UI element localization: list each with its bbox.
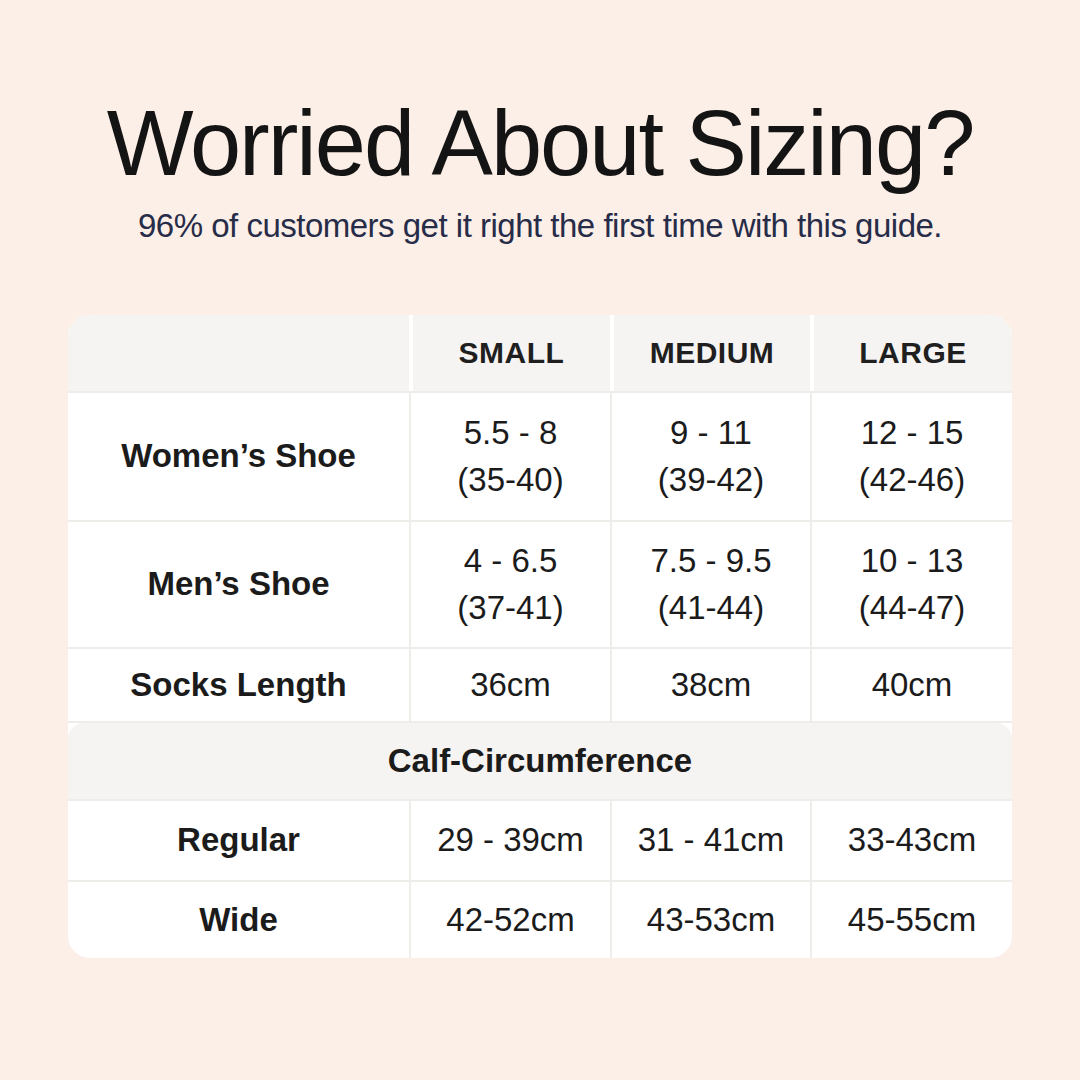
cell-socks-small: 36cm [409, 649, 610, 721]
page-title: Worried About Sizing? [0, 97, 1080, 189]
table-row-regular: Regular 29 - 39cm 31 - 41cm 33-43cm [68, 801, 1012, 882]
cell-regular-medium: 31 - 41cm [610, 801, 810, 880]
page-subtitle: 96% of customers get it right the first … [0, 206, 1080, 246]
row-label: Regular [68, 801, 409, 880]
cell-wide-medium: 43-53cm [610, 882, 810, 958]
cell-mens-small: 4 - 6.5 (37-41) [409, 522, 610, 647]
cell-socks-medium: 38cm [610, 649, 810, 721]
value-line1: 10 - 13 [861, 538, 964, 585]
cell-socks-large: 40cm [810, 649, 1012, 721]
value-line2: (37-41) [457, 585, 563, 632]
cell-womens-large: 12 - 15 (42-46) [810, 393, 1012, 520]
cell-mens-medium: 7.5 - 9.5 (41-44) [610, 522, 810, 647]
sizing-table: SMALL MEDIUM LARGE Women’s Shoe 5.5 - 8 … [68, 315, 1012, 958]
table-row-womens-shoe: Women’s Shoe 5.5 - 8 (35-40) 9 - 11 (39-… [68, 391, 1012, 520]
value-line2: (44-47) [859, 585, 965, 632]
value-line2: (39-42) [658, 457, 764, 504]
table-row-mens-shoe: Men’s Shoe 4 - 6.5 (37-41) 7.5 - 9.5 (41… [68, 520, 1012, 647]
header-cell-large: LARGE [810, 315, 1012, 391]
cell-wide-small: 42-52cm [409, 882, 610, 958]
value-line2: (42-46) [859, 457, 965, 504]
value-line1: 7.5 - 9.5 [650, 538, 771, 585]
cell-regular-small: 29 - 39cm [409, 801, 610, 880]
value-line1: 9 - 11 [670, 410, 752, 457]
cell-regular-large: 33-43cm [810, 801, 1012, 880]
cell-womens-small: 5.5 - 8 (35-40) [409, 393, 610, 520]
value-line2: (41-44) [658, 585, 764, 632]
value-line2: (35-40) [457, 457, 563, 504]
row-label: Women’s Shoe [68, 393, 409, 520]
row-label: Men’s Shoe [68, 522, 409, 647]
table-row-wide: Wide 42-52cm 43-53cm 45-55cm [68, 882, 1012, 958]
cell-mens-large: 10 - 13 (44-47) [810, 522, 1012, 647]
value-line1: 12 - 15 [861, 410, 964, 457]
section-header-calf-circumference: Calf-Circumference [68, 723, 1012, 801]
cell-womens-medium: 9 - 11 (39-42) [610, 393, 810, 520]
header-cell-small: SMALL [409, 315, 610, 391]
header-cell-medium: MEDIUM [610, 315, 810, 391]
value-line1: 4 - 6.5 [464, 538, 558, 585]
value-line1: 5.5 - 8 [464, 410, 558, 457]
table-row-socks-length: Socks Length 36cm 38cm 40cm [68, 647, 1012, 723]
row-label: Wide [68, 882, 409, 958]
header-cell-empty [68, 315, 409, 391]
row-label: Socks Length [68, 649, 409, 721]
table-header-row: SMALL MEDIUM LARGE [68, 315, 1012, 391]
cell-wide-large: 45-55cm [810, 882, 1012, 958]
